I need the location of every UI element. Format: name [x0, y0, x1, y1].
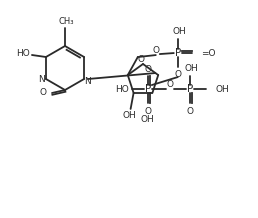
- Text: HO: HO: [16, 49, 30, 58]
- Text: P: P: [187, 84, 193, 94]
- Text: N: N: [84, 77, 90, 85]
- Text: OH: OH: [185, 64, 199, 73]
- Text: O: O: [152, 46, 159, 54]
- Text: O: O: [138, 54, 144, 63]
- Text: O: O: [174, 70, 181, 78]
- Text: =O: =O: [201, 49, 215, 58]
- Text: P: P: [175, 48, 181, 58]
- Text: OH: OH: [173, 27, 187, 36]
- Text: O: O: [39, 89, 46, 97]
- Text: CH₃: CH₃: [58, 17, 74, 27]
- Text: P: P: [145, 84, 151, 94]
- Text: O: O: [144, 107, 151, 116]
- Text: O: O: [166, 80, 173, 89]
- Text: N: N: [39, 75, 45, 83]
- Text: OH: OH: [216, 85, 230, 94]
- Text: O: O: [144, 65, 151, 73]
- Text: O: O: [186, 107, 193, 116]
- Text: OH: OH: [123, 111, 136, 120]
- Text: HO: HO: [115, 85, 129, 94]
- Text: OH: OH: [141, 114, 155, 124]
